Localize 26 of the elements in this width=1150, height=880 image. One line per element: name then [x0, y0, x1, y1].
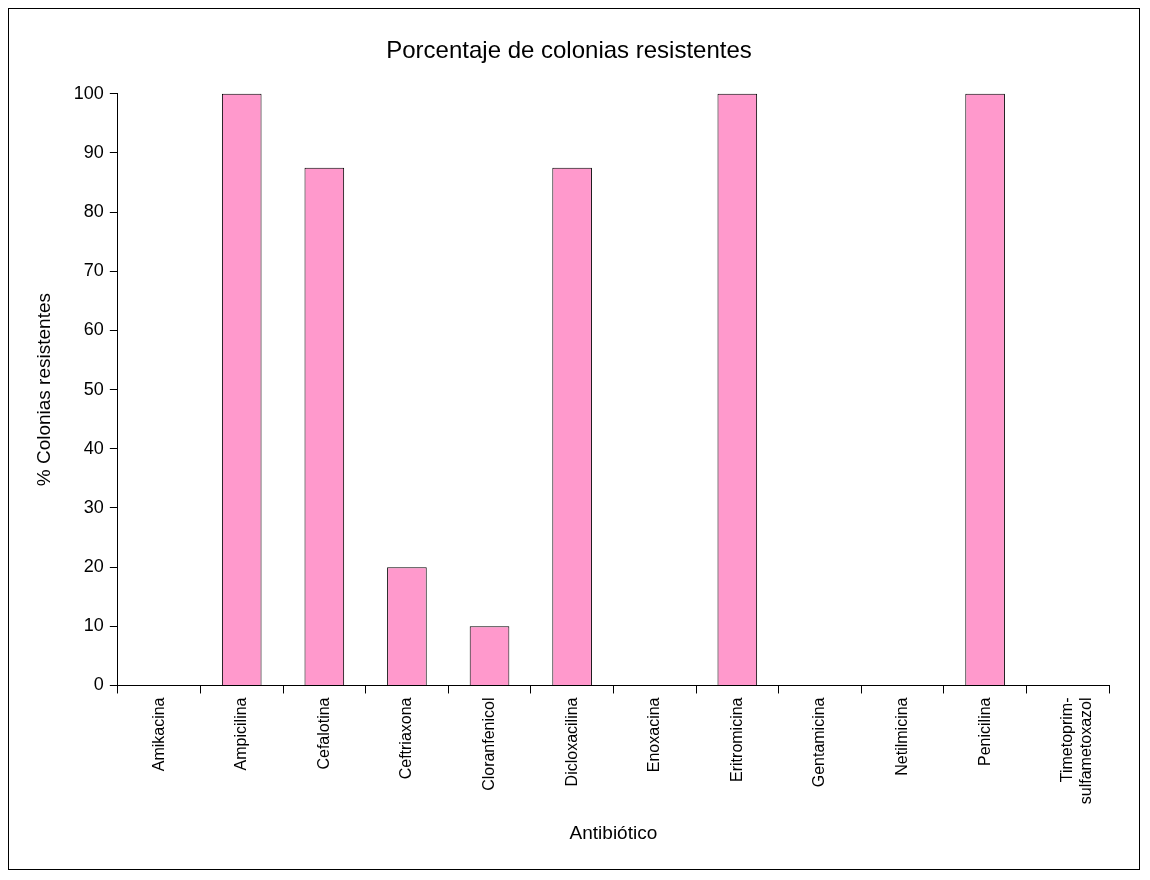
x-tick-label: Ceftriaxona: [397, 697, 415, 780]
y-tick-label: 70: [83, 260, 104, 281]
x-axis-title: Antibiótico: [569, 821, 658, 843]
y-tick-label: 80: [83, 201, 104, 222]
x-tick-label: Ampicilina: [232, 697, 250, 771]
y-tick-label: 60: [83, 319, 104, 340]
x-tick-label: Timetoprim-sulfametoxazol: [1058, 697, 1095, 805]
y-tick-label: 20: [83, 556, 104, 577]
y-tick-label: 40: [83, 437, 104, 458]
y-tick-label: 90: [83, 141, 104, 162]
x-tick-label: Netilmicina: [892, 697, 910, 776]
y-tick-label: 50: [83, 378, 104, 399]
x-tick-label: Amikacina: [149, 697, 167, 772]
chart-title: Porcentaje de colonias resistentes: [386, 36, 752, 64]
x-tick-label: Cloranfenicol: [479, 697, 497, 791]
x-tick-label: Enoxacina: [645, 697, 663, 773]
x-tick-label: Eritromicina: [727, 697, 745, 782]
x-tick-label: Cefalotina: [314, 697, 332, 770]
x-tick-label: Dicloxacilina: [562, 697, 580, 787]
y-tick-label: 0: [93, 674, 104, 695]
x-tick-label: Gentamicina: [810, 697, 828, 788]
y-tick-label: 30: [83, 496, 104, 517]
y-axis-title: % Colonias resistentes: [32, 293, 54, 487]
y-tick-label: 10: [83, 615, 104, 636]
x-tick-label: Penicilina: [975, 697, 993, 766]
y-tick-label: 100: [73, 82, 104, 103]
